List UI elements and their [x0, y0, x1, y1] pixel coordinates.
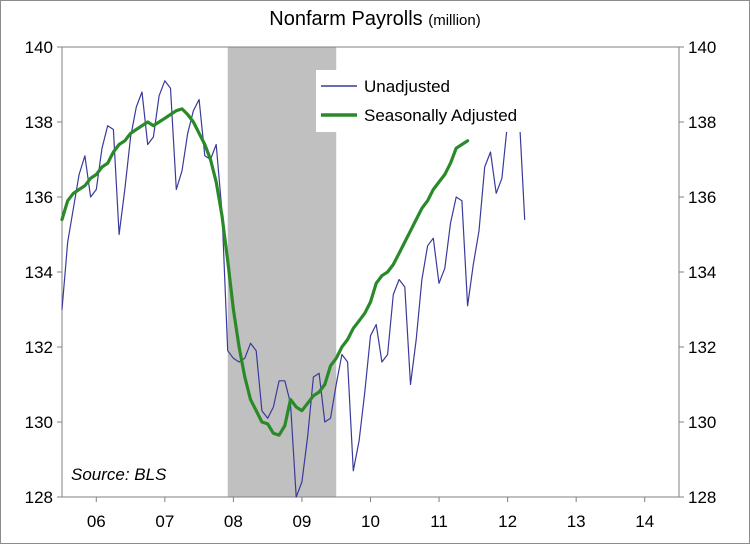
- y-tick-label-left: 132: [25, 338, 53, 357]
- y-tick-label-right: 140: [688, 38, 716, 57]
- series-line-seasonally-adjusted: [60, 107, 470, 437]
- chart-title-unit: (million): [428, 12, 481, 29]
- legend-box: [316, 70, 540, 132]
- x-tick-label: 13: [567, 512, 586, 531]
- y-tick-label-right: 138: [688, 113, 716, 132]
- x-tick-label: 10: [361, 512, 380, 531]
- x-tick-label: 08: [224, 512, 243, 531]
- y-tick-label-right: 128: [688, 488, 716, 507]
- y-tick-label-left: 138: [25, 113, 53, 132]
- y-tick-label-right: 134: [688, 263, 716, 282]
- y-tick-label-right: 132: [688, 338, 716, 357]
- x-tick-label: 06: [87, 512, 106, 531]
- series-line-unadjusted: [61, 80, 526, 498]
- chart-title-text: Nonfarm Payrolls: [269, 8, 423, 30]
- y-tick-label-left: 136: [25, 188, 53, 207]
- x-tick-label: 11: [430, 512, 448, 531]
- source-annotation: Source: BLS: [71, 465, 167, 484]
- y-tick-label-left: 128: [25, 488, 53, 507]
- legend: Unadjusted Seasonally Adjusted: [316, 70, 540, 132]
- y-tick-label-left: 140: [25, 38, 53, 57]
- y-tick-label-left: 130: [25, 413, 53, 432]
- x-tick-label: 12: [498, 512, 517, 531]
- y-tick-label-right: 130: [688, 413, 716, 432]
- x-tick-label: 14: [635, 512, 654, 531]
- chart-title: Nonfarm Payrolls (million): [0, 8, 750, 31]
- y-tick-label-left: 134: [25, 263, 53, 282]
- legend-label: Unadjusted: [364, 77, 450, 96]
- legend-label: Seasonally Adjusted: [364, 106, 517, 125]
- x-tick-label: 07: [155, 512, 174, 531]
- x-tick-label: 09: [292, 512, 311, 531]
- y-tick-label-right: 136: [688, 188, 716, 207]
